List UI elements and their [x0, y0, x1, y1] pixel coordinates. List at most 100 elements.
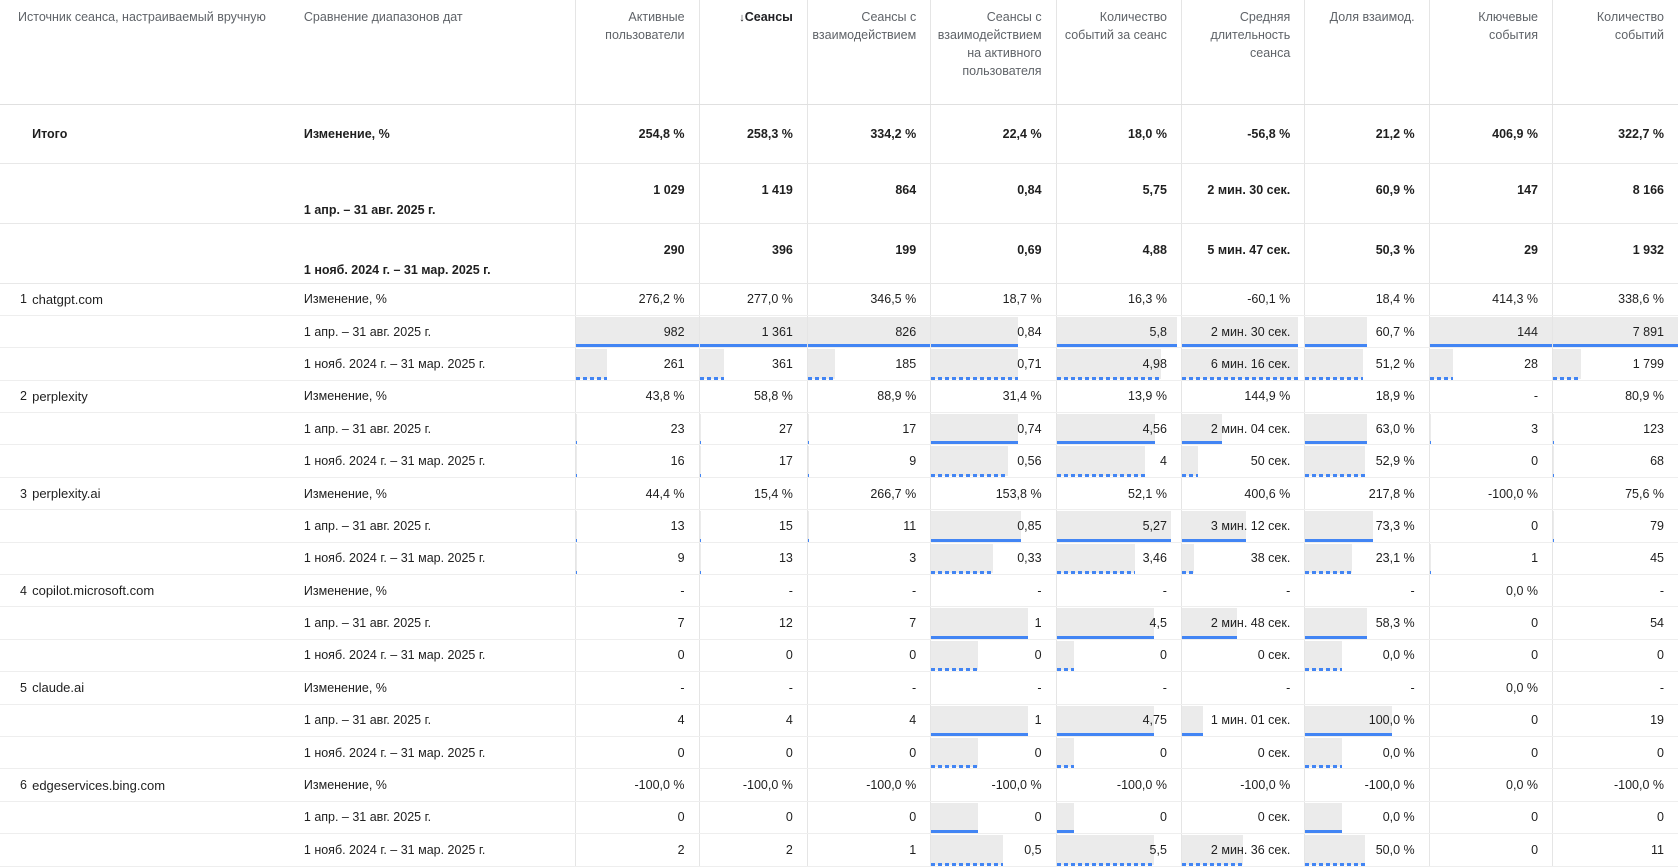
metric-cell: 414,3 % — [1428, 283, 1553, 316]
value-line — [1305, 765, 1343, 768]
value-bar — [931, 640, 979, 671]
metric-header[interactable]: Сеансы с взаимодействием на активного по… — [930, 0, 1057, 105]
metric-header[interactable]: Доля взаимод. — [1304, 0, 1430, 105]
metric-cell: 0,74 — [930, 412, 1057, 446]
table-row[interactable]: 1 нояб. 2024 г. – 31 мар. 2025 г. 261 361 1… — [0, 347, 1678, 381]
table-row[interactable]: 1 нояб. 2024 г. – 31 мар. 2025 г. 16 17 9 0,… — [0, 444, 1678, 478]
metric-cell: 12 — [698, 606, 808, 640]
source-name[interactable]: claude.ai — [32, 671, 304, 705]
value-bar — [808, 414, 810, 444]
value-bar — [808, 349, 835, 379]
row-index: 5 — [0, 671, 33, 705]
table-row[interactable]: 6 edgeservices.bing.com Изменение, % -100,0… — [0, 768, 1678, 802]
table-row[interactable]: 3 perplexity.ai Изменение, % 44,4 % 15,4 % 26… — [0, 477, 1678, 511]
metric-cell: 0 — [930, 736, 1057, 770]
table-row[interactable]: 4 copilot.microsoft.com Изменение, % - - - - - -… — [0, 574, 1678, 608]
table-row[interactable]: 1 нояб. 2024 г. – 31 мар. 2025 г. 0 0 0 0 0 0 … — [0, 736, 1678, 770]
metric-cell: 0 — [1428, 444, 1553, 478]
date-compare-label: Изменение, % — [303, 477, 576, 511]
metric-cell: 9 — [806, 444, 931, 478]
source-name[interactable]: edgeservices.bing.com — [32, 768, 304, 802]
value-bar — [1182, 446, 1198, 476]
metric-cell: 1 — [930, 606, 1057, 640]
table-row[interactable]: 5 claude.ai Изменение, % - - - - - - -0,0 % - — [0, 671, 1678, 705]
totals-period2-row: 1 нояб. 2024 г. – 31 мар. 2025 г. 290 396 1… — [0, 223, 1678, 284]
table-row[interactable]: 1 апр. – 31 авг. 2025 г. 23 27 17 0,74 4,56 2 … — [0, 412, 1678, 446]
metric-cell: 73,3 % — [1304, 509, 1430, 543]
source-name[interactable]: copilot.microsoft.com — [32, 574, 304, 608]
table-row[interactable]: 1 апр. – 31 авг. 2025 г. 7 12 7 1 4,5 2 мин. 4… — [0, 606, 1678, 640]
table-row[interactable]: 1 апр. – 31 авг. 2025 г. 0 0 0 0 0 0 сек. 0,0 %… — [0, 801, 1678, 835]
metric-cell: 1 932 — [1552, 223, 1678, 284]
metric-cell: 4,5 — [1055, 606, 1182, 640]
table-row[interactable]: 1 нояб. 2024 г. – 31 мар. 2025 г. 9 13 3 0,3… — [0, 542, 1678, 576]
metric-cell: 15 — [698, 509, 808, 543]
metric-header[interactable]: Ключевые события — [1428, 0, 1553, 105]
metric-header[interactable]: Количество событий за сеанс — [1055, 0, 1182, 105]
value-bar — [931, 511, 1021, 541]
table-row[interactable]: 1 chatgpt.com Изменение, % 276,2 % 277,0 % 34… — [0, 283, 1678, 316]
metric-cell: 1 — [930, 704, 1057, 737]
value-line — [1305, 830, 1343, 833]
metric-cell: 0 — [1428, 606, 1553, 640]
metric-cell: - — [1552, 574, 1678, 608]
metric-cell: 52,1 % — [1055, 477, 1182, 511]
metric-cell: 0,0 % — [1304, 639, 1430, 673]
value-bar — [1305, 608, 1367, 638]
value-bar — [1553, 316, 1678, 347]
date-range-label: 1 апр. – 31 авг. 2025 г. — [303, 412, 576, 446]
value-bar — [931, 705, 1029, 735]
source-name[interactable]: chatgpt.com — [32, 283, 304, 316]
value-bar — [1430, 316, 1553, 347]
metric-cell: 17 — [698, 444, 808, 478]
metric-cell: 0 сек. — [1180, 639, 1305, 673]
value-bar — [1305, 802, 1343, 833]
value-line — [1305, 862, 1365, 866]
value-line — [576, 473, 578, 477]
table-row[interactable]: 1 апр. – 31 авг. 2025 г. 4 4 4 1 4,75 1 мин. 0… — [0, 704, 1678, 737]
table-row[interactable]: 1 апр. – 31 авг. 2025 г. 13 15 11 0,85 5,27 3 … — [0, 509, 1678, 543]
metric-header[interactable]: Средняя длительность сеанса — [1180, 0, 1305, 105]
value-line — [1182, 473, 1198, 477]
metric-cell: 16 — [575, 444, 700, 478]
metric-cell: - — [1428, 380, 1553, 414]
value-bar — [1305, 349, 1364, 379]
table-row[interactable]: 1 апр. – 31 авг. 2025 г. 982 1 361 826 0,84 5… — [0, 315, 1678, 349]
value-bar — [1182, 835, 1244, 865]
metric-header[interactable]: Количество событий — [1552, 0, 1678, 105]
value-line — [1057, 862, 1154, 866]
table-row[interactable]: 1 нояб. 2024 г. – 31 мар. 2025 г. 0 0 0 0 0 0 … — [0, 639, 1678, 673]
value-line — [1182, 732, 1203, 736]
metric-cell: - — [575, 574, 700, 608]
metric-cell: - — [698, 574, 808, 608]
value-bar — [1305, 737, 1343, 768]
value-line — [931, 862, 1004, 866]
metric-cell: 0 — [1552, 736, 1678, 770]
metric-cell: 290 — [575, 223, 700, 284]
table-row[interactable]: 2 perplexity Изменение, % 43,8 % 58,8 % 88,9 … — [0, 380, 1678, 414]
value-bar — [1305, 543, 1353, 574]
row-index: 1 — [0, 283, 33, 316]
metric-cell: 75,6 % — [1552, 477, 1678, 511]
value-bar — [1057, 316, 1178, 347]
metric-cell: 0,5 — [930, 833, 1057, 867]
metric-cell: 1 029 — [575, 163, 700, 224]
value-bar — [931, 737, 979, 768]
source-name[interactable]: perplexity — [32, 380, 304, 414]
metric-header[interactable]: ↓Сеансы — [698, 0, 808, 105]
metric-cell: 5 мин. 47 сек. — [1180, 223, 1305, 284]
table-row[interactable]: 1 нояб. 2024 г. – 31 мар. 2025 г. 2 2 1 0,5 5… — [0, 833, 1678, 867]
metric-header[interactable]: Сеансы с взаимодействием — [806, 0, 931, 105]
metric-header[interactable]: Активные пользователи — [575, 0, 700, 105]
metric-cell: 27 — [698, 412, 808, 446]
source-name[interactable]: perplexity.ai — [32, 477, 304, 511]
metric-cell: 18,0 % — [1055, 104, 1182, 164]
metric-cell: 0,0 % — [1428, 768, 1553, 802]
metric-cell: 23,1 % — [1304, 542, 1430, 576]
metric-cell: - — [1552, 671, 1678, 705]
metric-cell: 100,0 % — [1304, 704, 1430, 737]
dim1-header[interactable]: Источник сеанса, настраиваемый вручную — [0, 0, 304, 105]
value-line — [1057, 830, 1074, 833]
metric-cell: 0,84 — [930, 315, 1057, 349]
dim2-header[interactable]: Сравнение диапазонов дат — [303, 0, 576, 105]
